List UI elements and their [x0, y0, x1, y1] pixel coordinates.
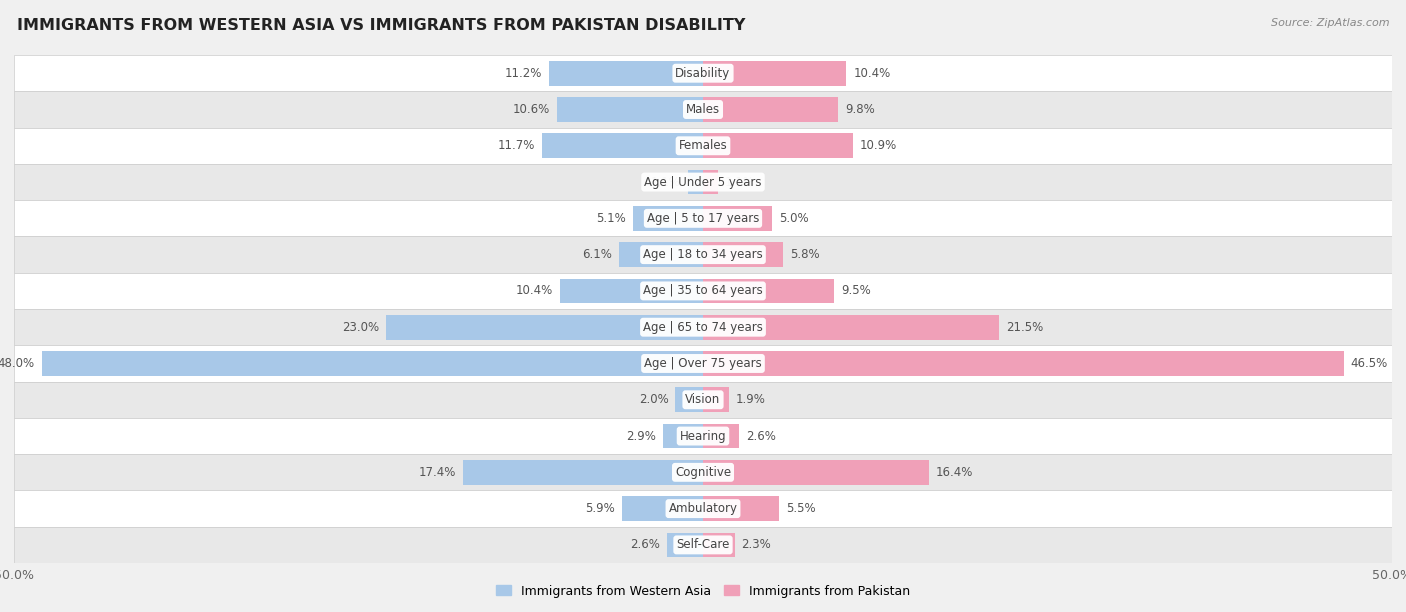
Text: 2.9%: 2.9%: [626, 430, 657, 442]
Text: 10.9%: 10.9%: [860, 140, 897, 152]
FancyBboxPatch shape: [14, 273, 1392, 309]
Text: 5.9%: 5.9%: [585, 502, 614, 515]
Text: Cognitive: Cognitive: [675, 466, 731, 479]
FancyBboxPatch shape: [14, 236, 1392, 273]
Text: Age | 5 to 17 years: Age | 5 to 17 years: [647, 212, 759, 225]
Bar: [703, 387, 730, 412]
Text: 16.4%: 16.4%: [936, 466, 973, 479]
Text: 5.8%: 5.8%: [790, 248, 820, 261]
Text: Age | Under 5 years: Age | Under 5 years: [644, 176, 762, 188]
Text: Ambulatory: Ambulatory: [668, 502, 738, 515]
FancyBboxPatch shape: [14, 454, 1392, 490]
Bar: [703, 278, 834, 304]
Text: 1.1%: 1.1%: [651, 176, 681, 188]
Text: 2.6%: 2.6%: [630, 539, 661, 551]
FancyBboxPatch shape: [14, 382, 1392, 418]
Bar: [703, 496, 779, 521]
Text: 5.0%: 5.0%: [779, 212, 808, 225]
Text: IMMIGRANTS FROM WESTERN ASIA VS IMMIGRANTS FROM PAKISTAN DISABILITY: IMMIGRANTS FROM WESTERN ASIA VS IMMIGRAN…: [17, 18, 745, 34]
Text: Self-Care: Self-Care: [676, 539, 730, 551]
Bar: [668, 532, 703, 558]
Text: 17.4%: 17.4%: [419, 466, 457, 479]
FancyBboxPatch shape: [14, 345, 1392, 382]
Bar: [703, 133, 853, 158]
Text: 2.0%: 2.0%: [638, 394, 669, 406]
FancyBboxPatch shape: [14, 418, 1392, 454]
Text: Vision: Vision: [685, 394, 721, 406]
Text: Source: ZipAtlas.com: Source: ZipAtlas.com: [1271, 18, 1389, 28]
Text: Age | 65 to 74 years: Age | 65 to 74 years: [643, 321, 763, 334]
Text: 2.3%: 2.3%: [741, 539, 772, 551]
Text: 10.6%: 10.6%: [513, 103, 550, 116]
Text: 46.5%: 46.5%: [1351, 357, 1388, 370]
Text: 9.8%: 9.8%: [845, 103, 875, 116]
Text: Hearing: Hearing: [679, 430, 727, 442]
Bar: [387, 315, 703, 340]
Bar: [688, 170, 703, 195]
Text: 5.5%: 5.5%: [786, 502, 815, 515]
Text: 6.1%: 6.1%: [582, 248, 612, 261]
Bar: [560, 278, 703, 304]
Text: Females: Females: [679, 140, 727, 152]
FancyBboxPatch shape: [14, 527, 1392, 563]
Bar: [675, 387, 703, 412]
FancyBboxPatch shape: [14, 309, 1392, 345]
FancyBboxPatch shape: [14, 55, 1392, 91]
FancyBboxPatch shape: [14, 490, 1392, 527]
Bar: [548, 61, 703, 86]
FancyBboxPatch shape: [14, 128, 1392, 164]
FancyBboxPatch shape: [14, 200, 1392, 236]
Text: 21.5%: 21.5%: [1007, 321, 1043, 334]
Text: 10.4%: 10.4%: [516, 285, 553, 297]
Bar: [42, 351, 703, 376]
Text: 2.6%: 2.6%: [745, 430, 776, 442]
Text: Males: Males: [686, 103, 720, 116]
Text: 9.5%: 9.5%: [841, 285, 870, 297]
Bar: [703, 61, 846, 86]
Text: 1.9%: 1.9%: [737, 394, 766, 406]
Bar: [703, 424, 738, 449]
Bar: [703, 97, 838, 122]
Bar: [621, 496, 703, 521]
Bar: [703, 206, 772, 231]
Text: Age | Over 75 years: Age | Over 75 years: [644, 357, 762, 370]
Text: 11.2%: 11.2%: [505, 67, 541, 80]
Bar: [703, 532, 735, 558]
Text: 1.1%: 1.1%: [725, 176, 755, 188]
FancyBboxPatch shape: [14, 164, 1392, 200]
FancyBboxPatch shape: [14, 91, 1392, 128]
Bar: [703, 351, 1344, 376]
Text: Disability: Disability: [675, 67, 731, 80]
Bar: [703, 315, 1000, 340]
Text: Age | 18 to 34 years: Age | 18 to 34 years: [643, 248, 763, 261]
Text: 10.4%: 10.4%: [853, 67, 890, 80]
Bar: [703, 460, 929, 485]
Text: 11.7%: 11.7%: [498, 140, 534, 152]
Text: 23.0%: 23.0%: [342, 321, 380, 334]
Bar: [703, 242, 783, 267]
Bar: [664, 424, 703, 449]
Text: 48.0%: 48.0%: [0, 357, 35, 370]
Bar: [557, 97, 703, 122]
Bar: [633, 206, 703, 231]
Text: Age | 35 to 64 years: Age | 35 to 64 years: [643, 285, 763, 297]
Bar: [463, 460, 703, 485]
Text: 5.1%: 5.1%: [596, 212, 626, 225]
Legend: Immigrants from Western Asia, Immigrants from Pakistan: Immigrants from Western Asia, Immigrants…: [491, 580, 915, 602]
Bar: [703, 170, 718, 195]
Bar: [619, 242, 703, 267]
Bar: [541, 133, 703, 158]
